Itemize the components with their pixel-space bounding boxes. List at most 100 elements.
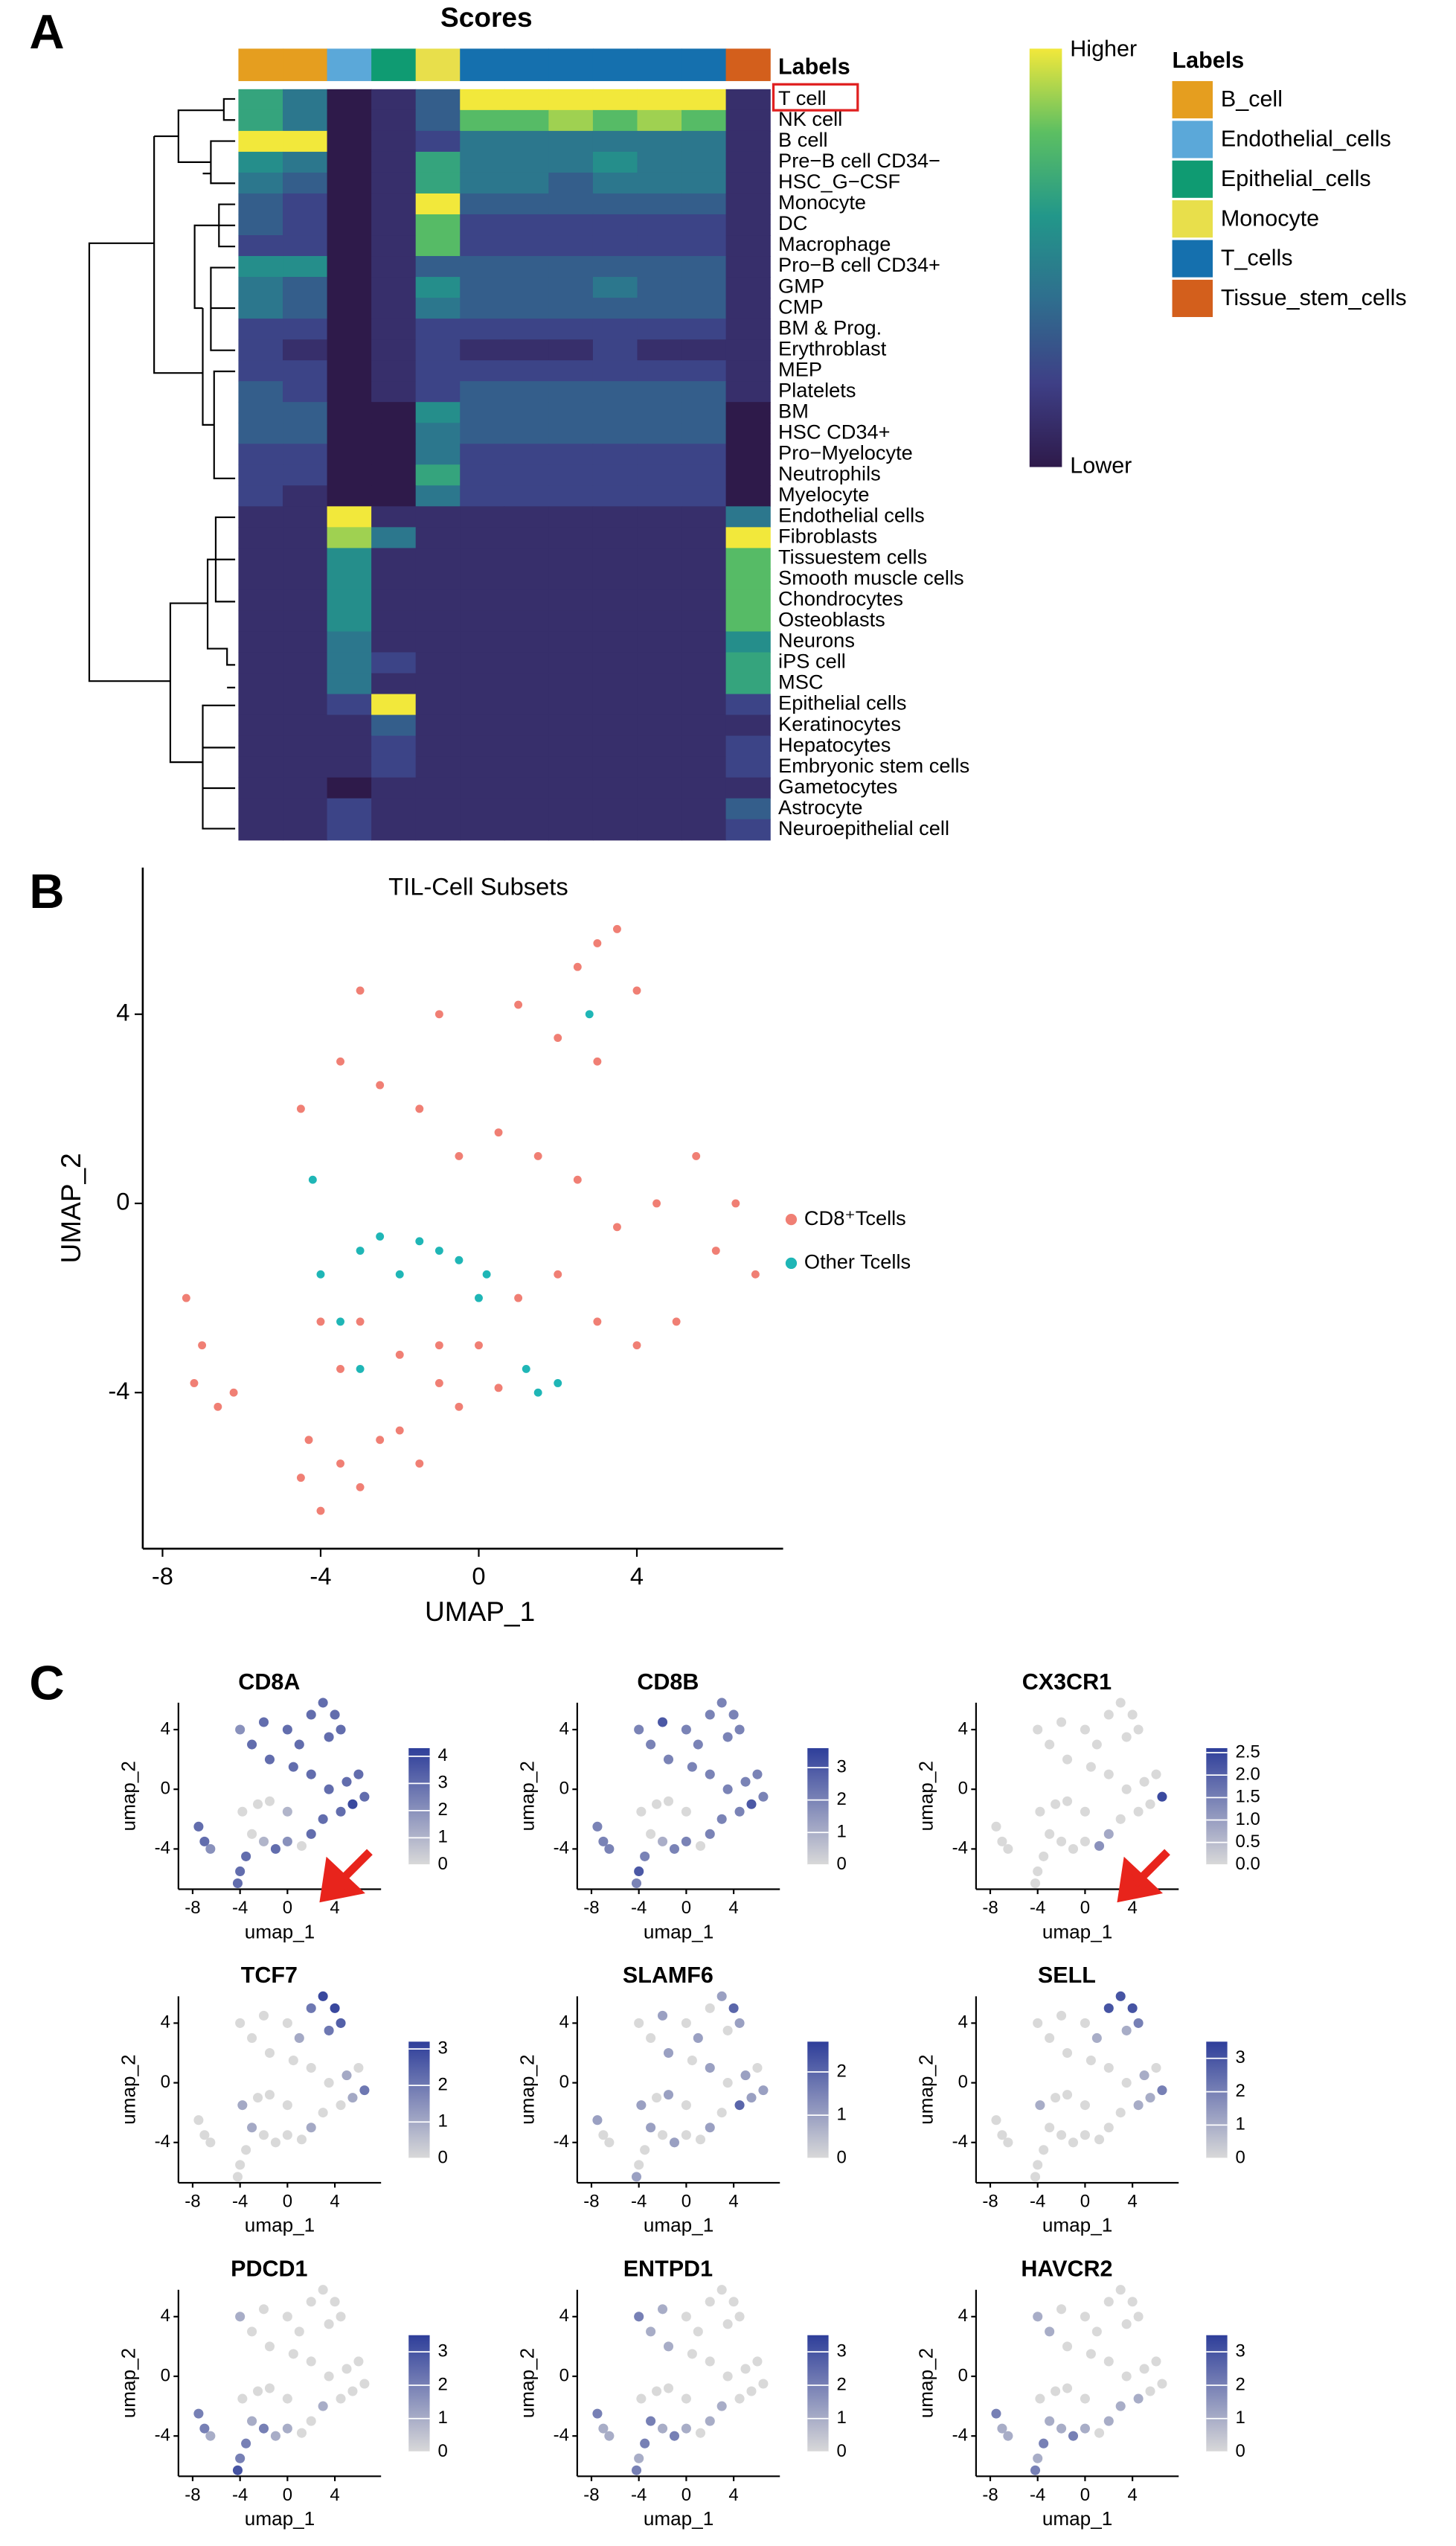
heatmap-cell — [725, 610, 771, 633]
heatmap-cell — [592, 756, 638, 778]
heatmap-cell — [592, 402, 638, 423]
point — [232, 2465, 243, 2475]
point — [728, 1709, 739, 1720]
point — [341, 2364, 352, 2374]
point — [318, 1698, 328, 1708]
legend-label: B_cell — [1221, 86, 1283, 112]
heatmap-cell — [371, 402, 417, 423]
heatmap-cell — [327, 381, 372, 403]
heatmap-cell — [548, 193, 594, 215]
heatmap-cell — [725, 735, 771, 758]
point — [214, 1402, 222, 1411]
heatmap-cell — [283, 130, 328, 153]
heatmap-cell — [238, 444, 283, 465]
point — [247, 2032, 257, 2043]
point — [253, 2093, 263, 2103]
heatmap-cell — [548, 735, 594, 758]
heatmap-cell — [725, 193, 771, 215]
heatmap-cell — [283, 569, 328, 591]
point — [746, 2386, 757, 2396]
heatmap-cell — [283, 423, 328, 444]
heatmap-cell — [238, 631, 283, 653]
colorbar-tick-label: 0 — [437, 2441, 447, 2461]
point — [318, 1991, 328, 2001]
point — [1039, 1851, 1049, 1861]
heatmap-cell — [548, 256, 594, 278]
point — [341, 1776, 352, 1787]
legend-swatch — [1172, 121, 1213, 159]
colorbar-tick-label: 3 — [1236, 2341, 1245, 2361]
colorbar-tick-label: 1 — [1236, 2114, 1245, 2134]
x-tick-label: 4 — [330, 1898, 339, 1918]
point — [705, 1769, 715, 1779]
heatmap-cell — [592, 151, 638, 173]
point — [316, 1270, 325, 1279]
heatmap-cell — [238, 214, 283, 236]
point — [359, 2379, 370, 2389]
heatmap-cell — [725, 485, 771, 507]
heatmap-cell — [682, 109, 727, 132]
heatmap-cell — [238, 130, 283, 153]
heatmap-cell — [682, 277, 727, 298]
heatmap-cell — [327, 610, 372, 633]
point — [356, 1317, 365, 1326]
point — [356, 986, 365, 995]
heatmap-cell — [460, 631, 505, 653]
row-label: Fibroblasts — [778, 525, 877, 548]
heatmap-cell — [327, 193, 372, 215]
point — [235, 2018, 246, 2028]
colorbar-tick-label: 0 — [1236, 2441, 1245, 2461]
point — [1045, 1739, 1055, 1750]
heatmap-cell — [415, 589, 461, 612]
heatmap-cell — [415, 298, 461, 319]
point — [190, 1379, 199, 1387]
point — [306, 2063, 316, 2073]
x-axis-label: umap_1 — [245, 2507, 315, 2530]
point — [253, 1799, 263, 1809]
heatmap-cell — [238, 777, 283, 799]
heatmap-cell — [548, 339, 594, 361]
heatmap-cell — [327, 756, 372, 778]
point — [376, 1081, 385, 1090]
y-axis-label: umap_2 — [117, 2054, 139, 2124]
heatmap-cell — [460, 381, 505, 403]
point — [282, 2393, 292, 2404]
row-label: Pre−B cell CD34− — [778, 149, 940, 172]
heatmap-cell — [725, 360, 771, 382]
heatmap-cell — [460, 652, 505, 674]
point — [758, 2085, 769, 2096]
heatmap-cell — [682, 694, 727, 716]
point — [308, 1175, 317, 1184]
point — [247, 1829, 257, 1839]
point — [395, 1270, 404, 1279]
heatmap-cell — [504, 464, 550, 486]
colorbar-tick-label: 0 — [437, 2148, 447, 2168]
point — [1121, 2025, 1132, 2035]
x-tick-label: -8 — [185, 2485, 200, 2505]
point — [264, 2341, 275, 2352]
point — [604, 2431, 615, 2441]
heatmap-cell — [327, 548, 372, 570]
heatmap-cell — [504, 569, 550, 591]
point — [1121, 1784, 1132, 1794]
colorbar-tick-label: 0 — [836, 1854, 846, 1874]
heatmap-cell — [504, 151, 550, 173]
heatmap-cell — [592, 527, 638, 549]
x-axis-label: umap_1 — [1042, 1920, 1112, 1942]
point — [593, 1057, 602, 1066]
heatmap-cell — [592, 610, 638, 633]
x-tick-label: -8 — [982, 2191, 998, 2211]
panel-title: CD8B — [637, 1669, 699, 1695]
heatmap-cell — [682, 381, 727, 403]
point — [636, 2393, 647, 2404]
point — [258, 1717, 269, 1727]
heatmap-cell — [415, 506, 461, 528]
heatmap-cell — [637, 610, 682, 633]
heatmap-cell — [548, 652, 594, 674]
point — [731, 1199, 740, 1208]
row-label: Neurons — [778, 629, 855, 652]
row-label: MEP — [778, 357, 822, 380]
heatmap-cell — [460, 485, 505, 507]
point — [347, 2386, 358, 2396]
heatmap-cell — [460, 214, 505, 236]
